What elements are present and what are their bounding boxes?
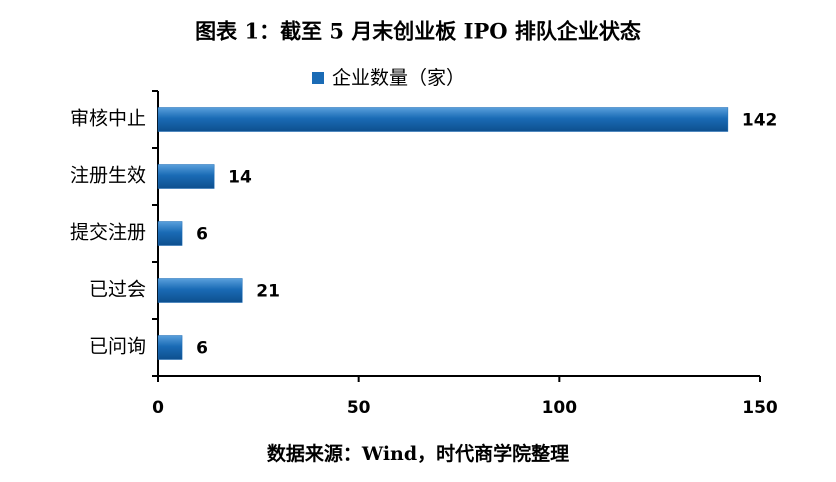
bar: [157, 221, 183, 246]
bar: [157, 107, 729, 132]
chart-title: 图表 1：截至 5 月末创业板 IPO 排队企业状态: [195, 19, 641, 44]
data-label: 142: [742, 111, 778, 131]
x-tick-label: 100: [542, 398, 578, 418]
bar: [157, 164, 215, 189]
x-tick-label: 50: [347, 398, 371, 418]
y-tick-label: 已过会: [89, 279, 146, 301]
y-tick-label: 注册生效: [70, 165, 146, 187]
x-tick-label: 150: [742, 398, 778, 418]
data-label: 21: [256, 282, 280, 302]
y-tick-label: 提交注册: [70, 222, 146, 244]
bar: [157, 335, 183, 360]
legend-swatch: [312, 72, 324, 84]
data-label: 6: [196, 225, 208, 245]
legend-label: 企业数量（家）: [332, 67, 465, 89]
y-tick-label: 已问询: [89, 336, 146, 358]
bar: [157, 278, 243, 303]
x-tick-label: 0: [152, 398, 164, 418]
y-tick-label: 审核中止: [70, 108, 146, 130]
data-label: 6: [196, 339, 208, 359]
source-note: 数据来源：Wind，时代商学院整理: [267, 442, 569, 465]
data-label: 14: [228, 168, 252, 188]
